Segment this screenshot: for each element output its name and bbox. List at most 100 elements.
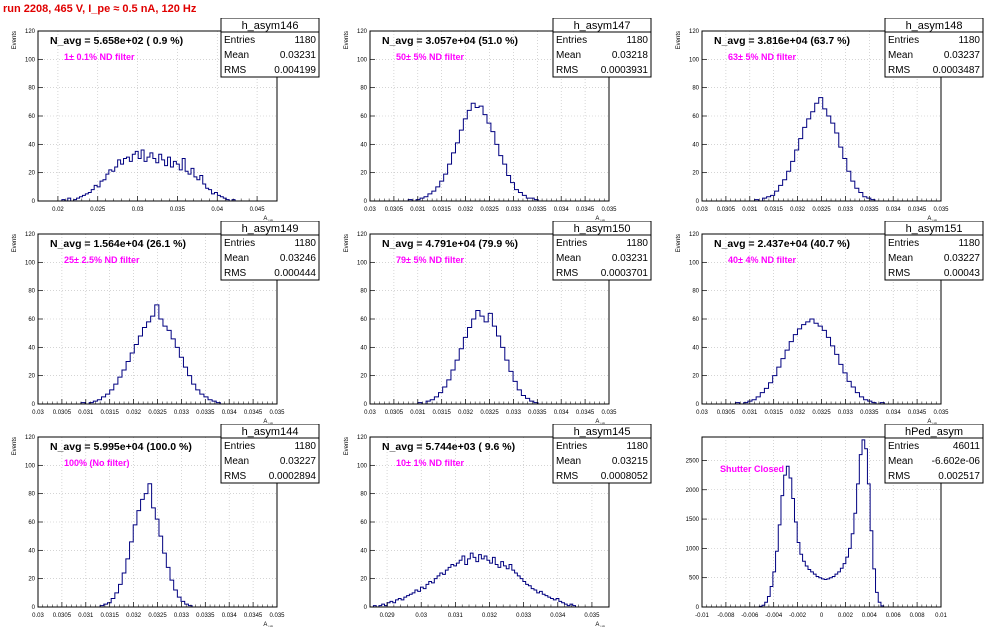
- hist-name: h_asym150: [574, 223, 631, 235]
- x-tick-label: 0.029: [380, 613, 396, 619]
- stat-label: Entries: [556, 35, 587, 46]
- x-tick-label: 0.031: [410, 207, 426, 213]
- filter-label: 1± 0.1% ND filter: [64, 52, 135, 62]
- stat-label: Entries: [888, 238, 919, 249]
- y-tick-label: 1500: [686, 517, 700, 523]
- stat-value: 0.03246: [280, 253, 317, 264]
- stat-label: RMS: [888, 471, 911, 482]
- stat-label: RMS: [888, 268, 911, 279]
- x-tick-label: 0.0315: [765, 207, 784, 213]
- x-tick-label: 0.0305: [385, 410, 404, 416]
- y-tick-label: 80: [28, 86, 35, 92]
- y-tick-label: 0: [696, 199, 700, 205]
- y-axis-label: Events: [676, 31, 682, 49]
- stat-label: RMS: [556, 471, 579, 482]
- y-tick-label: 40: [360, 345, 367, 351]
- stat-value: 0.03227: [944, 253, 981, 264]
- x-tick-label: 0.04: [211, 207, 223, 213]
- stat-label: Entries: [888, 35, 919, 46]
- x-tick-label: 0.031: [78, 410, 94, 416]
- avg-header: N_avg = 5.744e+03 ( 9.6 %): [382, 441, 515, 453]
- avg-header: N_avg = 4.791e+04 (79.9 %): [382, 238, 518, 250]
- y-tick-label: 100: [25, 463, 36, 469]
- x-tick-label: 0.03: [364, 207, 376, 213]
- stat-value: 0.03231: [280, 50, 317, 61]
- filter-label: Shutter Closed: [720, 464, 784, 474]
- y-tick-label: 20: [360, 171, 367, 177]
- hist-panel-h_asym151: 0.03 0.0305 0.031 0.0315 0.032 0.0325 0.033 0.0…: [676, 221, 984, 424]
- y-tick-label: 100: [689, 260, 700, 266]
- stat-label: Mean: [556, 253, 581, 264]
- stat-value: 0.03227: [280, 456, 317, 467]
- stat-label: Mean: [888, 50, 913, 61]
- y-tick-label: 80: [692, 86, 699, 92]
- x-tick-label: 0.0345: [244, 613, 263, 619]
- hist-name: h_asym144: [242, 426, 299, 438]
- histogram-line: [417, 310, 543, 405]
- x-tick-label: 0.008: [910, 613, 926, 619]
- stat-label: RMS: [224, 268, 247, 279]
- y-tick-label: 20: [28, 577, 35, 583]
- x-tick-label: 0.033: [506, 207, 522, 213]
- stat-value: 0.0002894: [269, 471, 317, 482]
- x-tick-label: 0.033: [838, 207, 854, 213]
- y-tick-label: 60: [360, 520, 367, 526]
- stat-label: Mean: [556, 50, 581, 61]
- x-tick-label: 0.0335: [860, 207, 879, 213]
- stat-value: 0.002517: [938, 471, 980, 482]
- histogram-line: [407, 102, 543, 202]
- stat-value: 0.00043: [944, 268, 981, 279]
- x-tick-label: 0.032: [458, 410, 474, 416]
- x-tick-label: 0.0335: [196, 613, 215, 619]
- x-tick-label: 0.034: [886, 410, 902, 416]
- hist-name: h_asym148: [906, 20, 963, 32]
- y-tick-label: 20: [360, 577, 367, 583]
- x-tick-label: 0.0335: [860, 410, 879, 416]
- x-tick-label: 0.035: [601, 207, 617, 213]
- stats-box: h_asym147 Entries 1180 Mean 0.03218 RMS 0.0003…: [552, 18, 652, 78]
- x-tick-label: 0.033: [506, 410, 522, 416]
- x-tick-label: 0.0325: [812, 410, 831, 416]
- x-tick-label: 0.031: [448, 613, 464, 619]
- x-tick-label: 0.031: [410, 410, 426, 416]
- y-tick-label: 0: [32, 605, 36, 611]
- x-tick-label: 0.0315: [765, 410, 784, 416]
- stat-label: Entries: [888, 441, 919, 452]
- stat-value: 1180: [958, 238, 980, 249]
- x-tick-label: 0.0335: [528, 207, 547, 213]
- x-tick-label: 0.032: [790, 207, 806, 213]
- stat-label: Mean: [888, 456, 913, 467]
- y-tick-label: 0: [32, 199, 36, 205]
- x-tick-label: 0.033: [516, 613, 532, 619]
- y-tick-label: 60: [28, 520, 35, 526]
- x-tick-label: 0.0305: [385, 207, 404, 213]
- x-tick-label: 0.0345: [576, 410, 595, 416]
- y-tick-label: 60: [28, 317, 35, 323]
- histogram-line: [372, 552, 579, 608]
- x-axis-label: A μp: [263, 419, 273, 424]
- y-tick-label: 100: [689, 57, 700, 63]
- x-tick-label: 0.033: [174, 410, 190, 416]
- y-tick-label: 60: [360, 114, 367, 120]
- stat-label: RMS: [556, 268, 579, 279]
- stats-box: h_asym149 Entries 1180 Mean 0.03246 RMS 0.0004…: [220, 221, 320, 281]
- stat-value: 0.000444: [274, 268, 316, 279]
- y-tick-label: 120: [25, 29, 36, 35]
- y-tick-label: 80: [28, 289, 35, 295]
- x-tick-label: 0.032: [458, 207, 474, 213]
- x-tick-label: 0.0305: [717, 207, 736, 213]
- stat-value: 46011: [953, 441, 981, 452]
- x-tick-label: -0.002: [789, 613, 807, 619]
- y-tick-label: 100: [25, 260, 36, 266]
- stat-value: 0.0008052: [601, 471, 649, 482]
- x-tick-label: 0.035: [584, 613, 600, 619]
- y-tick-label: 120: [357, 232, 368, 238]
- y-tick-label: 80: [360, 289, 367, 295]
- x-tick-label: 0.0345: [576, 207, 595, 213]
- y-tick-label: 2500: [686, 458, 700, 464]
- avg-header: N_avg = 5.658e+02 ( 0.9 %): [50, 35, 183, 47]
- x-tick-label: 0.035: [269, 410, 285, 416]
- histogram-line: [734, 318, 889, 405]
- run-title: run 2208, 465 V, I_pe ≈ 0.5 nA, 120 Hz: [3, 3, 197, 15]
- histogram-line: [754, 97, 879, 202]
